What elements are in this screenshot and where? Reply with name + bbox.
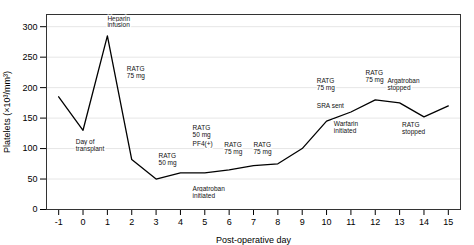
svg-text:7: 7 [251,217,256,227]
svg-text:4: 4 [178,217,183,227]
svg-text:15: 15 [443,217,453,227]
svg-text:Day oftransplant: Day oftransplant [76,138,105,153]
svg-text:RATG75 mg: RATG75 mg [366,69,384,84]
svg-text:0: 0 [81,217,86,227]
svg-text:6: 6 [227,217,232,227]
svg-text:Platelets (×10³/mm³): Platelets (×10³/mm³) [2,71,12,153]
svg-text:RATGstopped: RATGstopped [402,121,426,136]
svg-text:50: 50 [27,174,37,184]
svg-text:300: 300 [22,22,37,32]
svg-text:0: 0 [32,204,37,214]
svg-text:RATG50 mg: RATG50 mg [159,152,177,167]
svg-text:14: 14 [419,217,429,227]
svg-text:9: 9 [300,217,305,227]
svg-text:RATG50 mg: RATG50 mg [193,124,211,139]
svg-text:150: 150 [22,113,37,123]
svg-text:1: 1 [105,217,110,227]
svg-text:2: 2 [129,217,134,227]
svg-text:RATG75 mg: RATG75 mg [224,141,242,156]
svg-text:RATG75 mg: RATG75 mg [127,65,145,80]
svg-text:5: 5 [202,217,207,227]
svg-text:11: 11 [346,217,355,227]
svg-text:3: 3 [154,217,159,227]
svg-text:200: 200 [22,83,37,93]
svg-text:Post-operative day: Post-operative day [216,235,292,245]
svg-text:12: 12 [370,217,380,227]
svg-text:Heparininfusion: Heparininfusion [107,15,130,29]
svg-text:RATG75 mg: RATG75 mg [254,141,272,156]
svg-text:13: 13 [395,217,405,227]
svg-text:-1: -1 [55,217,63,227]
svg-text:8: 8 [275,217,280,227]
svg-text:100: 100 [22,143,37,153]
svg-text:PF4(+): PF4(+) [193,140,213,148]
svg-text:Argatrobanstopped: Argatrobanstopped [387,77,420,92]
svg-text:Argatrobaninitiated: Argatrobaninitiated [193,185,226,199]
svg-text:10: 10 [322,217,332,227]
svg-text:250: 250 [22,52,37,62]
svg-text:Warfarininitiated: Warfarininitiated [334,120,359,134]
svg-text:RATG75 mg: RATG75 mg [317,77,335,92]
svg-text:SRA sent: SRA sent [317,102,344,109]
